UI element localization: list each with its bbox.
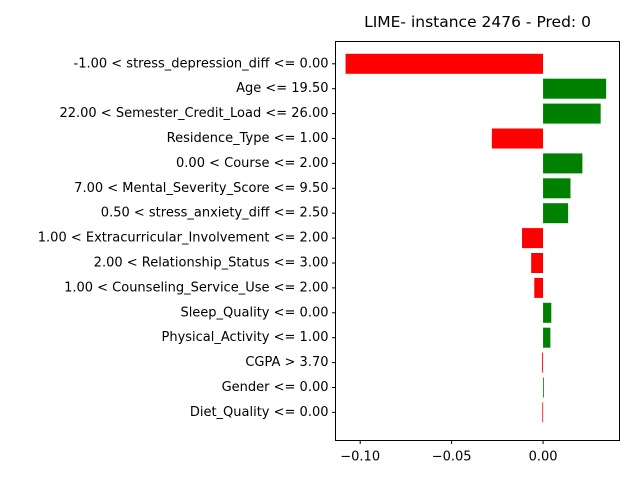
y-tick-label: -1.00 < stress_depression_diff <= 0.00 bbox=[74, 56, 329, 71]
bar bbox=[534, 277, 544, 298]
y-tick-labels: -1.00 < stress_depression_diff <= 0.00 Ag… bbox=[38, 56, 336, 420]
bar bbox=[531, 253, 544, 273]
y-tick-label: 22.00 < Semester_Credit_Load <= 26.00 bbox=[59, 106, 328, 121]
y-tick-label: Age <= 19.50 bbox=[236, 81, 328, 96]
y-tick-label: Diet_Quality <= 0.00 bbox=[190, 405, 329, 420]
bar bbox=[543, 78, 607, 99]
bar bbox=[543, 103, 601, 124]
bar bbox=[542, 352, 544, 373]
bar bbox=[345, 53, 544, 74]
y-tick-label: Residence_Type <= 1.00 bbox=[167, 131, 329, 146]
axes-frame bbox=[335, 41, 620, 441]
y-tick-label: 1.00 < Extracurricular_Involvement <= 2.… bbox=[38, 231, 329, 246]
y-tick-label: Gender <= 0.00 bbox=[222, 380, 329, 395]
bar bbox=[491, 128, 544, 149]
bar bbox=[543, 377, 544, 398]
bar bbox=[543, 302, 552, 323]
y-tick-label: 0.50 < stress_anxiety_diff <= 2.50 bbox=[101, 206, 329, 221]
x-tick-label: 0.00 bbox=[529, 450, 558, 465]
y-tick-label: CGPA > 3.70 bbox=[245, 355, 328, 370]
bars-layer bbox=[345, 53, 607, 423]
bar bbox=[542, 402, 544, 423]
y-tick-label: 2.00 < Relationship_Status <= 3.00 bbox=[94, 256, 329, 271]
bar bbox=[522, 228, 544, 249]
y-tick-label: Sleep_Quality <= 0.00 bbox=[180, 305, 328, 320]
bar bbox=[543, 203, 569, 224]
bar bbox=[543, 327, 551, 348]
y-tick-label: 1.00 < Counseling_Service_Use <= 2.00 bbox=[64, 280, 328, 295]
y-tick-label: Physical_Activity <= 1.00 bbox=[162, 330, 329, 345]
x-tick-label: −0.05 bbox=[432, 450, 472, 465]
x-tick-label: −0.10 bbox=[340, 450, 380, 465]
bar bbox=[543, 153, 583, 174]
x-axis-ticks: −0.10 −0.05 0.00 bbox=[340, 440, 558, 465]
y-tick-label: 7.00 < Mental_Severity_Score <= 9.50 bbox=[74, 181, 328, 196]
bar bbox=[543, 178, 571, 199]
y-tick-label: 0.00 < Course <= 2.00 bbox=[176, 156, 328, 171]
chart-title: LIME- instance 2476 - Pred: 0 bbox=[364, 13, 591, 31]
